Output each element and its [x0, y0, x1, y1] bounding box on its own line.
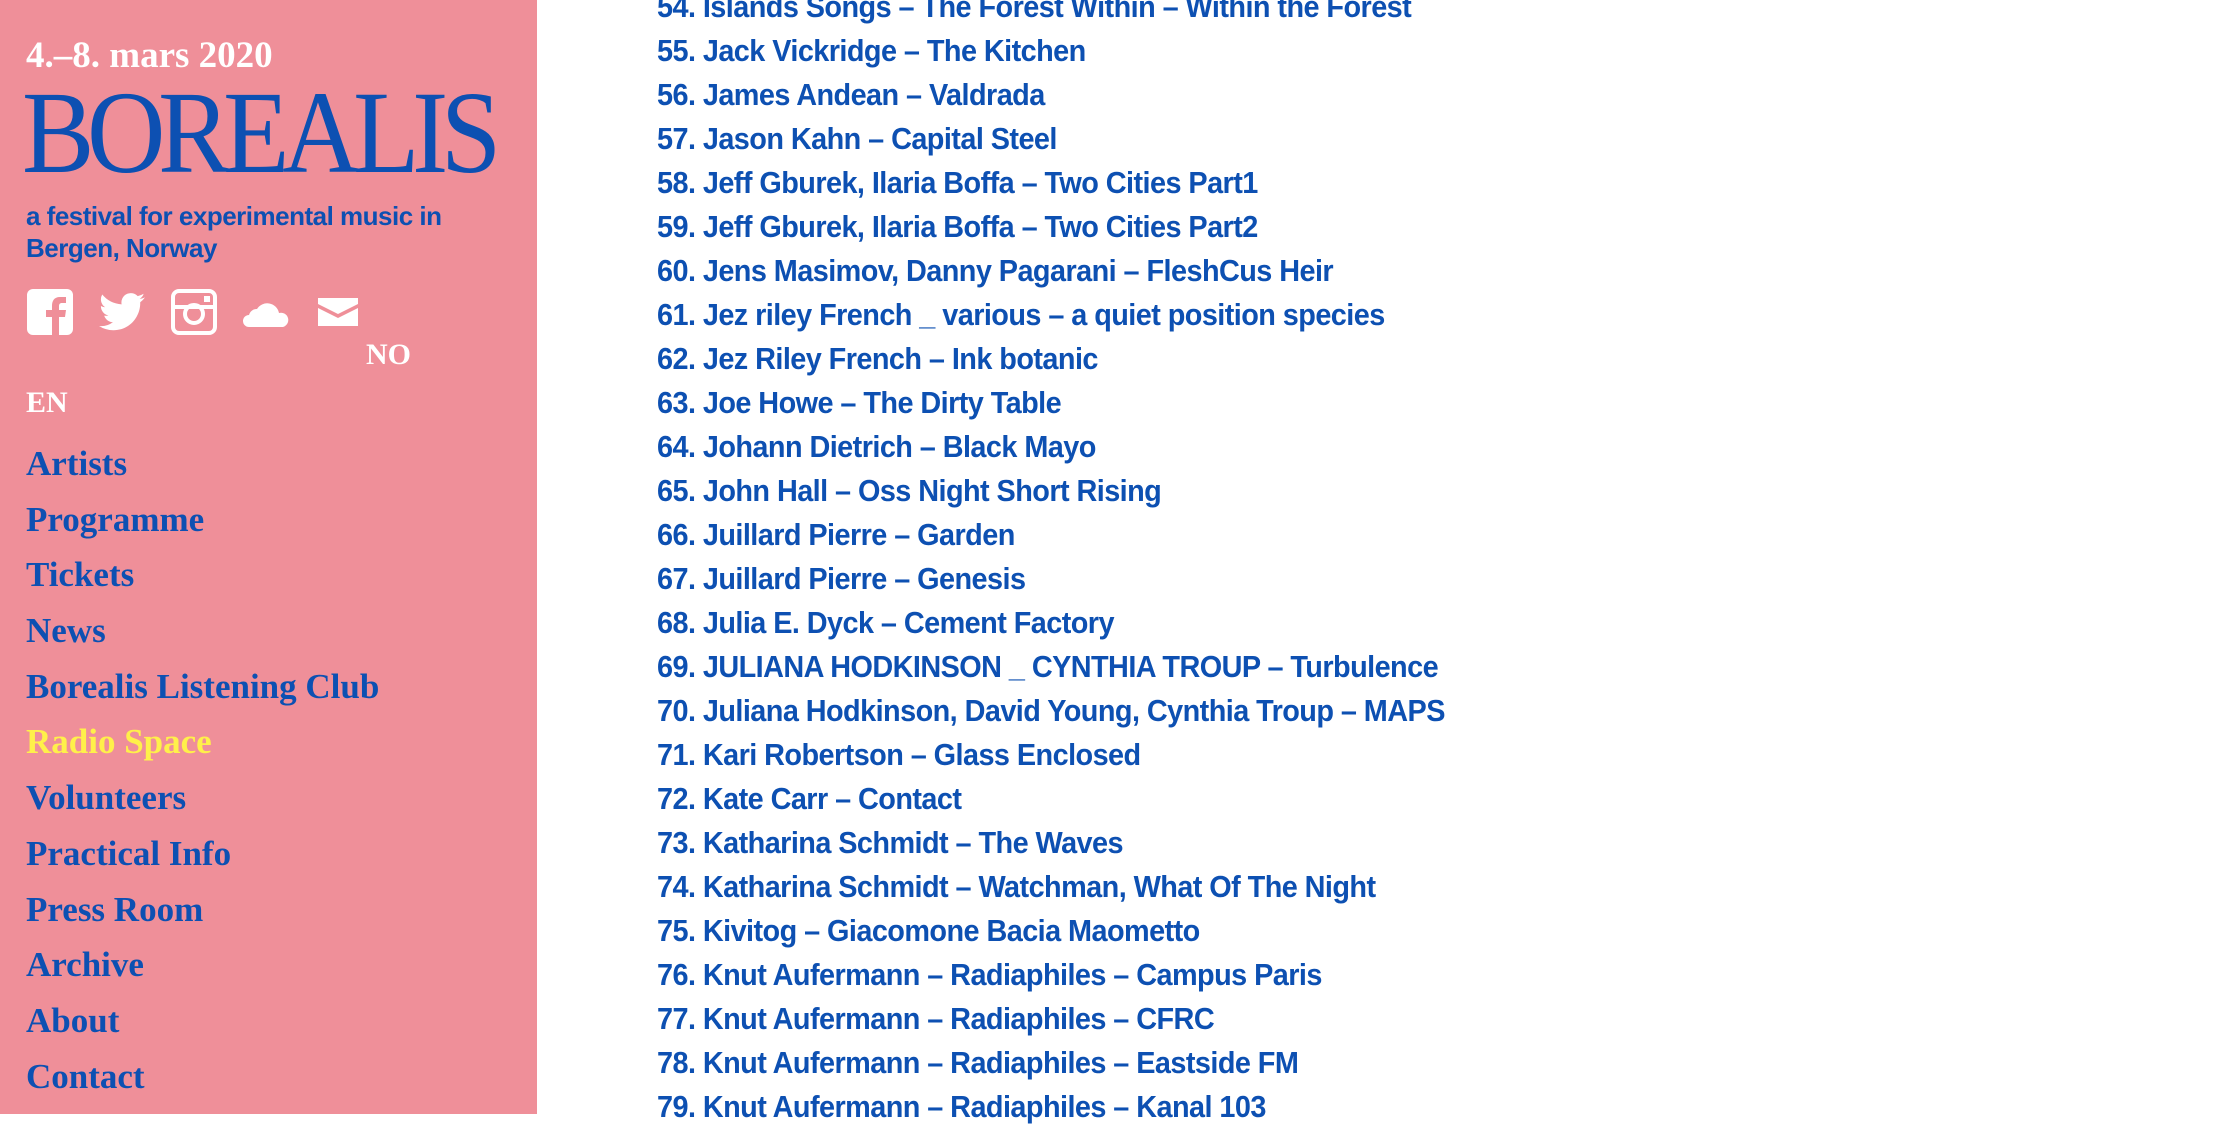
track-link[interactable]: 58. Jeff Gburek, Ilaria Boffa – Two Citi…	[657, 165, 1258, 200]
festival-date: 4.–8. mars 2020	[26, 35, 273, 76]
language-no-link[interactable]: NO	[366, 338, 411, 371]
track-link[interactable]: 79. Knut Aufermann – Radiaphiles – Kanal…	[657, 1089, 1266, 1124]
tagline: a festival for experimental music in Ber…	[26, 201, 442, 263]
track-link[interactable]: 75. Kivitog – Giacomone Bacia Maometto	[657, 913, 1200, 948]
radio-track-list: 54. Islands Songs – The Forest Within – …	[657, 0, 1504, 1129]
nav-archive[interactable]: Archive	[26, 945, 144, 985]
track-link[interactable]: 67. Juillard Pierre – Genesis	[657, 561, 1026, 596]
track-link[interactable]: 68. Julia E. Dyck – Cement Factory	[657, 605, 1114, 640]
nav-practical-info[interactable]: Practical Info	[26, 833, 232, 873]
track-link[interactable]: 76. Knut Aufermann – Radiaphiles – Campu…	[657, 957, 1322, 992]
nav-programme[interactable]: Programme	[26, 499, 205, 539]
track-link[interactable]: 66. Juillard Pierre – Garden	[657, 517, 1015, 552]
track-link[interactable]: 70. Juliana Hodkinson, David Young, Cynt…	[657, 693, 1445, 728]
language-en-link[interactable]: EN	[26, 386, 68, 419]
mail-icon[interactable]	[314, 288, 362, 336]
track-link[interactable]: 64. Johann Dietrich – Black Mayo	[657, 429, 1096, 464]
nav-contact[interactable]: Contact	[26, 1056, 145, 1096]
nav-volunteers[interactable]: Volunteers	[26, 778, 187, 818]
main-nav: Artists Programme Tickets News Borealis …	[26, 440, 379, 1108]
track-link[interactable]: 54. Islands Songs – The Forest Within – …	[657, 0, 1412, 24]
track-link[interactable]: 63. Joe Howe – The Dirty Table	[657, 385, 1062, 420]
track-link[interactable]: 57. Jason Kahn – Capital Steel	[657, 121, 1057, 156]
sidebar: 4.–8. mars 2020 BOREALIS a festival for …	[0, 0, 537, 1114]
track-link[interactable]: 55. Jack Vickridge – The Kitchen	[657, 33, 1086, 68]
twitter-icon[interactable]	[98, 288, 146, 336]
track-link[interactable]: 62. Jez Riley French – Ink botanic	[657, 341, 1098, 376]
track-link[interactable]: 78. Knut Aufermann – Radiaphiles – Easts…	[657, 1045, 1299, 1080]
nav-news[interactable]: News	[26, 611, 106, 651]
track-link[interactable]: 61. Jez riley French _ various – a quiet…	[657, 297, 1385, 332]
track-link[interactable]: 56. James Andean – Valdrada	[657, 77, 1045, 112]
facebook-icon[interactable]	[26, 288, 74, 336]
track-link[interactable]: 73. Katharina Schmidt – The Waves	[657, 825, 1124, 860]
nav-radio-space[interactable]: Radio Space	[26, 722, 212, 762]
track-link[interactable]: 69. JULIANA HODKINSON _ CYNTHIA TROUP – …	[657, 649, 1439, 684]
track-link[interactable]: 71. Kari Robertson – Glass Enclosed	[657, 737, 1141, 772]
track-link[interactable]: 72. Kate Carr – Contact	[657, 781, 962, 816]
nav-about[interactable]: About	[26, 1000, 120, 1040]
track-link[interactable]: 77. Knut Aufermann – Radiaphiles – CFRC	[657, 1001, 1215, 1036]
track-link[interactable]: 60. Jens Masimov, Danny Pagarani – Flesh…	[657, 253, 1334, 288]
instagram-icon[interactable]	[170, 288, 218, 336]
soundcloud-icon[interactable]	[242, 288, 290, 336]
track-link[interactable]: 65. John Hall – Oss Night Short Rising	[657, 473, 1162, 508]
nav-artists[interactable]: Artists	[26, 444, 128, 483]
nav-borealis-listening-club[interactable]: Borealis Listening Club	[26, 666, 380, 706]
borealis-logo[interactable]: BOREALIS	[22, 67, 501, 198]
social-links	[26, 288, 362, 336]
nav-press-room[interactable]: Press Room	[26, 889, 204, 929]
track-link[interactable]: 74. Katharina Schmidt – Watchman, What O…	[657, 869, 1376, 904]
nav-tickets[interactable]: Tickets	[26, 555, 135, 595]
track-link[interactable]: 59. Jeff Gburek, Ilaria Boffa – Two Citi…	[657, 209, 1258, 244]
